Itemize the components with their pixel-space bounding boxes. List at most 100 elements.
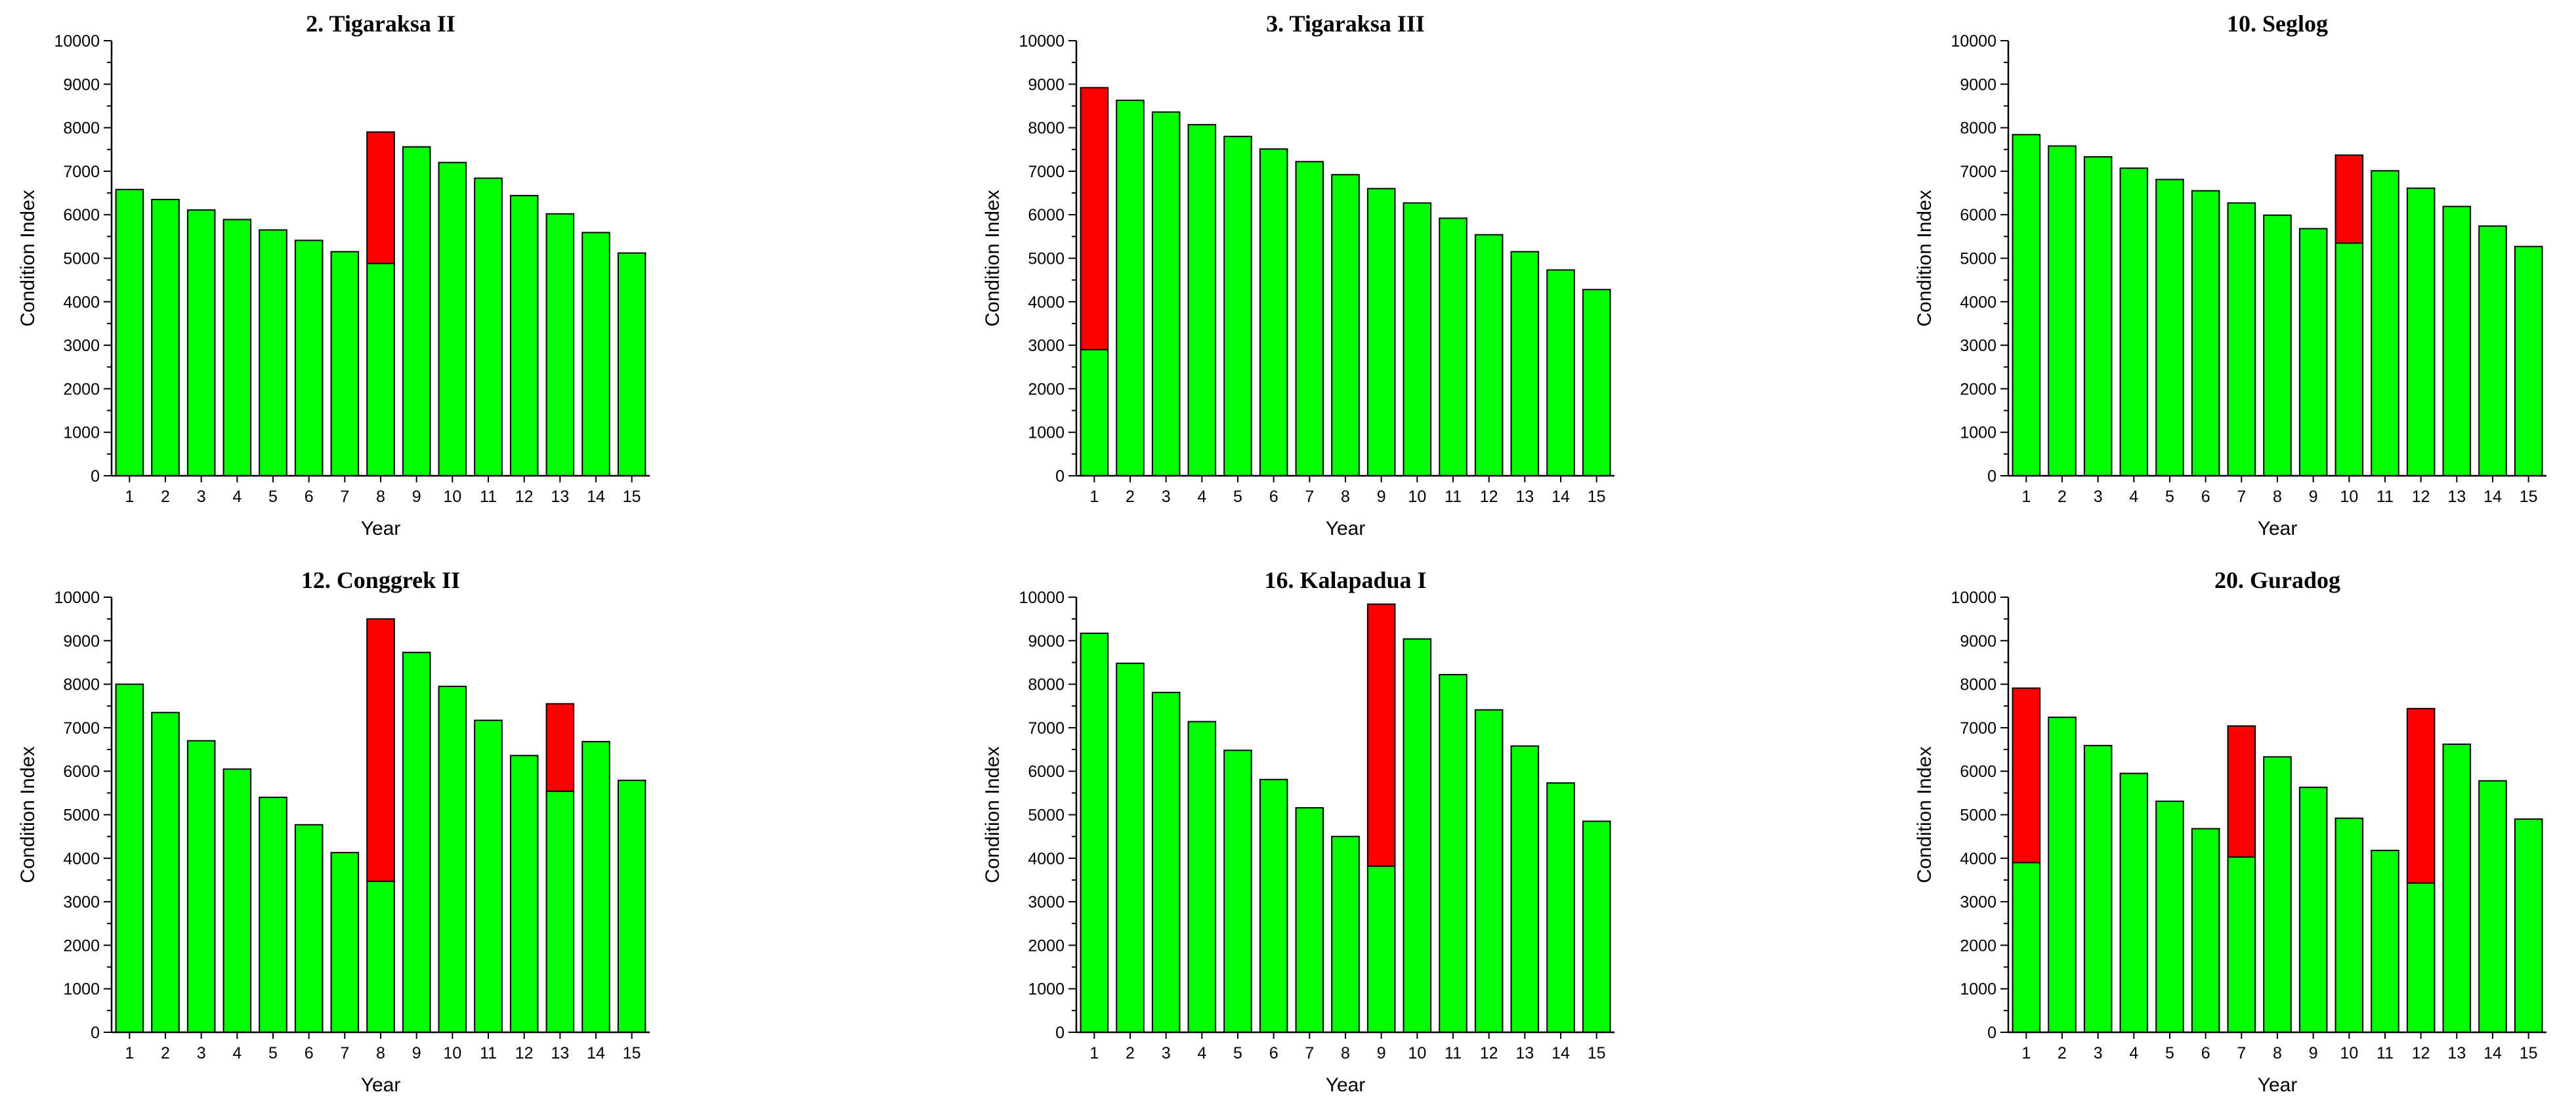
x-tick-label: 11 (2376, 1044, 2394, 1062)
y-tick-label: 9000 (63, 632, 100, 650)
y-tick-label: 0 (1987, 1024, 1996, 1042)
bar-condition-year-11 (474, 719, 503, 1033)
x-tick-label: 1 (125, 488, 134, 506)
x-tick-label: 15 (2520, 1044, 2538, 1062)
y-tick-label: 4000 (63, 850, 100, 868)
y-axis-label: Condition Index (17, 746, 39, 883)
bar-condition-year-2 (1116, 662, 1145, 1033)
y-tick-label: 1000 (63, 424, 100, 442)
bar-condition-year-13 (1510, 251, 1540, 476)
chart-kalapadua-i: 16. Kalapadua I 0 1000 2000 3000 4000 5000 6000… (982, 567, 1615, 1096)
x-tick-label: 6 (305, 488, 314, 506)
bar-condition-year-15 (1582, 820, 1611, 1033)
y-tick-label: 7000 (1028, 719, 1065, 738)
x-tick-label: 1 (2021, 488, 2031, 506)
x-tick-label: 5 (1233, 488, 1242, 506)
chart-title: 3. Tigaraksa III (1266, 10, 1425, 37)
x-tick-label: 7 (2237, 1044, 2246, 1062)
bar-condition-year-4 (2119, 167, 2149, 476)
x-tick-label: 13 (2447, 1044, 2466, 1062)
y-tick-label: 3000 (1960, 337, 1996, 355)
x-tick-label: 15 (623, 1044, 641, 1062)
x-tick-label: 10 (443, 488, 461, 506)
y-tick-label: 3000 (63, 893, 100, 912)
y-tick-label: 8000 (1960, 119, 1996, 138)
bar-condition-year-8 (1331, 174, 1360, 476)
x-tick-label: 12 (515, 1044, 534, 1062)
bar-condition-year-14 (1546, 269, 1575, 476)
bar-maintenance-year-12 (2406, 707, 2436, 884)
x-tick-label: 13 (551, 1044, 569, 1062)
bar-condition-year-10 (438, 161, 467, 476)
x-tick-label: 11 (480, 488, 497, 506)
bar-condition-year-1 (2012, 862, 2041, 1033)
bar-condition-year-15 (617, 252, 646, 476)
bar-condition-year-5 (259, 229, 287, 476)
bar-condition-year-2 (2048, 145, 2077, 476)
bar-condition-year-7 (1295, 807, 1324, 1033)
y-tick-label: 4000 (1028, 850, 1065, 868)
y-tick-label: 1000 (1960, 424, 1996, 442)
bar-condition-year-9 (2298, 228, 2328, 476)
bar-maintenance-year-10 (2334, 154, 2364, 244)
y-tick-label: 9000 (1960, 632, 1996, 650)
y-tick-label: 4000 (1960, 850, 1996, 868)
y-tick-label: 8000 (1028, 119, 1065, 138)
bar-condition-year-1 (1080, 348, 1109, 476)
y-tick-label: 4000 (63, 293, 100, 312)
y-tick-label: 9000 (1028, 75, 1065, 94)
x-tick-label: 7 (1305, 488, 1314, 506)
y-tick-label: 10000 (1951, 32, 1996, 51)
x-tick-label: 6 (2201, 1044, 2210, 1062)
x-tick-label: 3 (2094, 1044, 2103, 1062)
y-tick-label: 1000 (63, 980, 100, 999)
y-tick-label: 7000 (63, 163, 100, 181)
bar-condition-year-5 (2155, 178, 2184, 476)
y-tick-label: 5000 (63, 250, 100, 268)
x-tick-label: 1 (2021, 1044, 2031, 1062)
bar-condition-year-4 (222, 219, 252, 476)
bar-condition-year-11 (2371, 170, 2399, 476)
x-tick-label: 13 (1515, 488, 1534, 506)
y-tick-label: 0 (1055, 1024, 1065, 1042)
x-axis-label: Year (2258, 1074, 2298, 1096)
bar-condition-year-1 (115, 683, 144, 1034)
x-tick-label: 8 (2273, 1044, 2282, 1062)
x-tick-label: 9 (412, 1044, 421, 1062)
y-tick-label: 7000 (63, 719, 100, 738)
x-tick-label: 5 (2165, 1044, 2174, 1062)
x-tick-label: 10 (1408, 1044, 1426, 1062)
bar-condition-year-8 (366, 262, 395, 476)
y-tick-label: 8000 (63, 119, 100, 138)
bar-condition-year-13 (545, 213, 575, 476)
bar-condition-year-8 (2263, 214, 2292, 476)
bar-maintenance-year-1 (1080, 87, 1109, 350)
bar-condition-year-3 (2083, 745, 2113, 1033)
y-axis-label: Condition Index (1914, 746, 1935, 883)
bar-condition-year-11 (2371, 849, 2399, 1033)
y-tick-label: 10000 (54, 589, 100, 607)
bar-condition-year-3 (1151, 692, 1181, 1033)
chart-title: 16. Kalapadua I (1264, 567, 1426, 593)
bar-condition-year-9 (402, 652, 431, 1034)
x-tick-label: 11 (2376, 488, 2394, 506)
x-tick-label: 3 (1162, 488, 1171, 506)
y-tick-label: 6000 (63, 206, 100, 224)
bar-condition-year-8 (1331, 835, 1360, 1033)
x-tick-label: 7 (340, 1044, 349, 1062)
y-tick-label: 6000 (1028, 206, 1065, 224)
x-tick-label: 9 (2309, 1044, 2318, 1062)
x-tick-label: 15 (623, 488, 641, 506)
bar-condition-year-11 (1439, 674, 1467, 1034)
bar-condition-year-3 (186, 740, 216, 1033)
x-tick-label: 14 (2483, 488, 2502, 506)
y-tick-label: 2000 (63, 936, 100, 955)
x-tick-label: 7 (340, 488, 349, 506)
x-tick-label: 15 (1588, 488, 1606, 506)
x-tick-label: 5 (268, 488, 278, 506)
y-tick-label: 7000 (1960, 163, 1996, 181)
y-tick-label: 2000 (63, 380, 100, 398)
x-tick-label: 15 (2520, 488, 2538, 506)
bar-condition-year-4 (1187, 123, 1217, 477)
y-tick-label: 5000 (1028, 250, 1065, 268)
